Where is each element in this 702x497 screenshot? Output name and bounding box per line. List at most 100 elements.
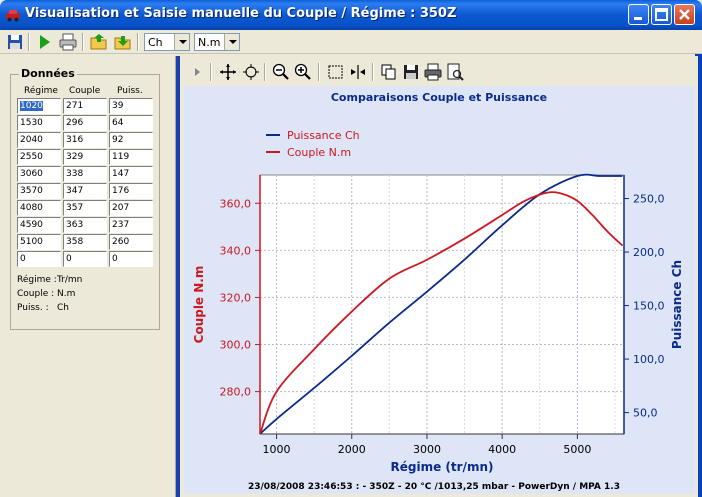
x-axis-label: Régime (tr/mn): [391, 460, 494, 474]
maximize-icon: [655, 8, 668, 21]
cell-value: 237: [112, 220, 130, 230]
run-button[interactable]: [34, 32, 54, 52]
cell-value: 147: [112, 169, 130, 179]
printer-icon: [424, 63, 442, 81]
column-header: Couple: [69, 86, 101, 96]
cell-value: 176: [112, 186, 130, 196]
table-cell[interactable]: 296: [63, 115, 107, 131]
table-cell[interactable]: 1530: [17, 115, 61, 131]
cell-value: 338: [66, 169, 84, 179]
table-cell[interactable]: 2040: [17, 132, 61, 148]
table-cell[interactable]: 237: [109, 217, 153, 233]
x-tick-label: 1000: [263, 443, 291, 456]
select-rect-icon: [328, 65, 343, 79]
table-cell[interactable]: 329: [63, 149, 107, 165]
zoom-in-button[interactable]: [293, 62, 313, 82]
cell-value: 357: [66, 203, 84, 213]
y-left-tick-label: 320,0: [220, 291, 252, 304]
panel-splitter[interactable]: [176, 56, 180, 497]
x-tick-label: 5000: [563, 443, 591, 456]
cell-value: 316: [66, 135, 84, 145]
print-chart-button[interactable]: [423, 62, 443, 82]
unit-value: Tr/mn: [57, 275, 83, 285]
column-header: Puiss.: [117, 86, 143, 96]
table-cell[interactable]: 260: [109, 234, 153, 250]
table-cell[interactable]: 338: [63, 166, 107, 182]
split-cursor-icon: [351, 65, 365, 79]
cell-value: 0: [112, 254, 118, 264]
table-cell[interactable]: 271: [63, 98, 107, 114]
print-preview-icon: [447, 63, 464, 81]
unit-label: Régime :: [17, 275, 57, 285]
floppy-save-icon: [8, 35, 22, 49]
maximize-button[interactable]: [651, 4, 672, 25]
y-left-tick-label: 300,0: [220, 339, 252, 352]
plot-background: [259, 174, 625, 435]
y-right-tick-label: 250,0: [633, 193, 665, 206]
window-title: Visualisation et Saisie manuelle du Coup…: [25, 6, 457, 21]
export-button[interactable]: [113, 32, 133, 52]
play-icon: [40, 35, 50, 49]
save-chart-button[interactable]: [401, 62, 421, 82]
table-cell[interactable]: 3570: [17, 183, 61, 199]
torque-unit-select[interactable]: N.m: [194, 33, 240, 51]
select-button[interactable]: [326, 62, 346, 82]
table-cell[interactable]: 0: [63, 251, 107, 267]
power-unit-value: Ch: [148, 36, 163, 49]
save-button[interactable]: [5, 32, 25, 52]
printer-icon: [59, 33, 77, 51]
table-cell[interactable]: 357: [63, 200, 107, 216]
zoom-out-button[interactable]: [271, 62, 291, 82]
table-cell[interactable]: 3060: [17, 166, 61, 182]
triangle-right-icon: [195, 68, 200, 76]
expand-button[interactable]: [188, 62, 208, 82]
table-cell[interactable]: 4080: [17, 200, 61, 216]
table-cell[interactable]: 363: [63, 217, 107, 233]
table-cell[interactable]: 119: [109, 149, 153, 165]
print-button[interactable]: [58, 32, 78, 52]
copy-icon: [381, 64, 396, 80]
table-cell[interactable]: 207: [109, 200, 153, 216]
y-left-tick-label: 340,0: [220, 244, 252, 257]
print-preview-button[interactable]: [445, 62, 465, 82]
chevron-down-icon[interactable]: [224, 34, 239, 50]
table-cell[interactable]: 64: [109, 115, 153, 131]
table-cell[interactable]: 92: [109, 132, 153, 148]
power-unit-select[interactable]: Ch: [144, 33, 190, 51]
table-cell[interactable]: 0: [109, 251, 153, 267]
legend-label-torque: Couple N.m: [287, 146, 351, 159]
table-cell[interactable]: 147: [109, 166, 153, 182]
table-cell[interactable]: 39: [109, 98, 153, 114]
open-button[interactable]: [89, 32, 109, 52]
column-header: Régime: [24, 86, 58, 96]
close-icon: [679, 9, 690, 20]
y-right-tick-label: 100,0: [633, 353, 665, 366]
y-right-tick-label: 150,0: [633, 300, 665, 313]
cell-value: 92: [112, 135, 124, 145]
chevron-down-icon[interactable]: [174, 34, 189, 50]
cell-value: 0: [20, 254, 26, 264]
table-cell[interactable]: 0: [17, 251, 61, 267]
table-cell[interactable]: 5100: [17, 234, 61, 250]
torque-power-chart[interactable]: 1000 2000 3000 4000 5000 280,0 300,0 320,0 340,0…: [184, 86, 695, 494]
zoom-in-icon: [294, 63, 311, 80]
table-cell[interactable]: 4590: [17, 217, 61, 233]
table-cell[interactable]: 176: [109, 183, 153, 199]
zoom-area-button[interactable]: [241, 62, 261, 82]
y-left-tick-label: 360,0: [220, 197, 252, 210]
close-button[interactable]: [674, 4, 695, 25]
folder-export-icon: [114, 36, 131, 50]
unit-value: Ch: [57, 303, 69, 313]
cursor-button[interactable]: [348, 62, 368, 82]
table-cell[interactable]: 1020: [17, 98, 61, 114]
copy-button[interactable]: [379, 62, 399, 82]
window-frame-right: [695, 30, 702, 497]
table-cell[interactable]: 316: [63, 132, 107, 148]
minimize-button[interactable]: [628, 4, 649, 25]
table-cell[interactable]: 2550: [17, 149, 61, 165]
table-cell[interactable]: 358: [63, 234, 107, 250]
zoom-out-icon: [272, 63, 289, 80]
chart-area: 1000 2000 3000 4000 5000 280,0 300,0 320,0 340,0…: [184, 86, 695, 494]
pan-button[interactable]: [218, 62, 238, 82]
table-cell[interactable]: 347: [63, 183, 107, 199]
